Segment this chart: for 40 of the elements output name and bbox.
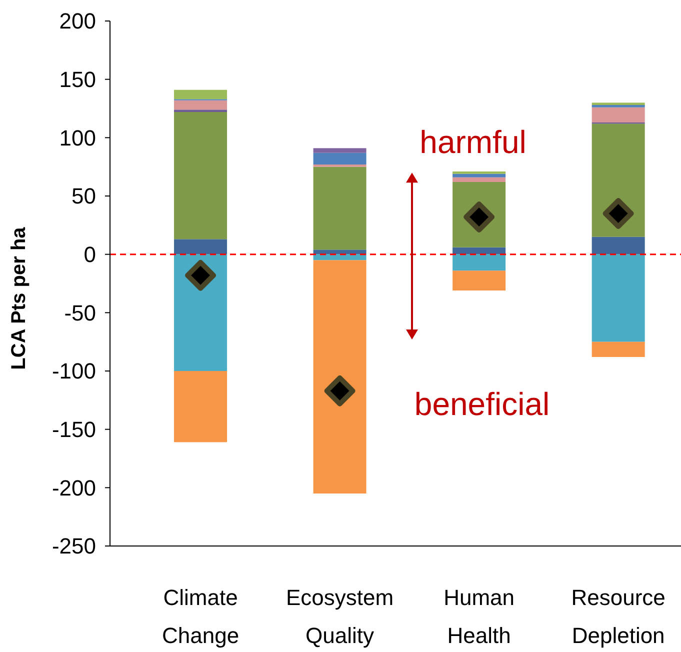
bar (174, 100, 228, 110)
x-tick-label: Climate Change (162, 585, 240, 648)
x-tick-label: Ecosystem Quality (286, 585, 394, 648)
y-tick-label: 200 (59, 8, 96, 34)
point (185, 260, 216, 291)
x-tick-label: Resource Depletion (571, 585, 666, 648)
bar (592, 342, 645, 357)
y-tick-label: -50 (64, 300, 96, 326)
y-tick-label: -100 (52, 358, 96, 384)
bar (313, 260, 366, 494)
y-tick-label: 50 (72, 184, 96, 209)
annotation: harmful (420, 124, 526, 160)
bar (452, 247, 506, 254)
bar (174, 239, 228, 254)
x-tick-label: Human Health (444, 585, 515, 648)
y-axis-title: LCA Pts per ha (8, 226, 30, 370)
bar (313, 152, 366, 164)
bar (592, 107, 645, 122)
y-tick-label: -250 (52, 534, 96, 559)
bar (592, 236, 645, 254)
bar (592, 254, 645, 342)
bar (174, 371, 228, 442)
bar (452, 270, 506, 290)
point (602, 198, 634, 229)
annotation: beneficial (414, 386, 550, 422)
y-tick-label: 0 (84, 242, 96, 268)
y-tick-label: 150 (59, 67, 96, 92)
bar (174, 90, 228, 100)
point (324, 375, 356, 406)
bar (174, 254, 228, 371)
y-tick-label: -200 (52, 475, 96, 500)
y-tick-label: -150 (52, 417, 96, 442)
bar (592, 124, 645, 237)
y-tick-label: 100 (59, 125, 96, 150)
bar (313, 148, 366, 153)
bar (174, 112, 228, 240)
bar (313, 166, 366, 250)
bar (452, 177, 506, 182)
bar (452, 254, 506, 271)
bar (452, 174, 506, 178)
